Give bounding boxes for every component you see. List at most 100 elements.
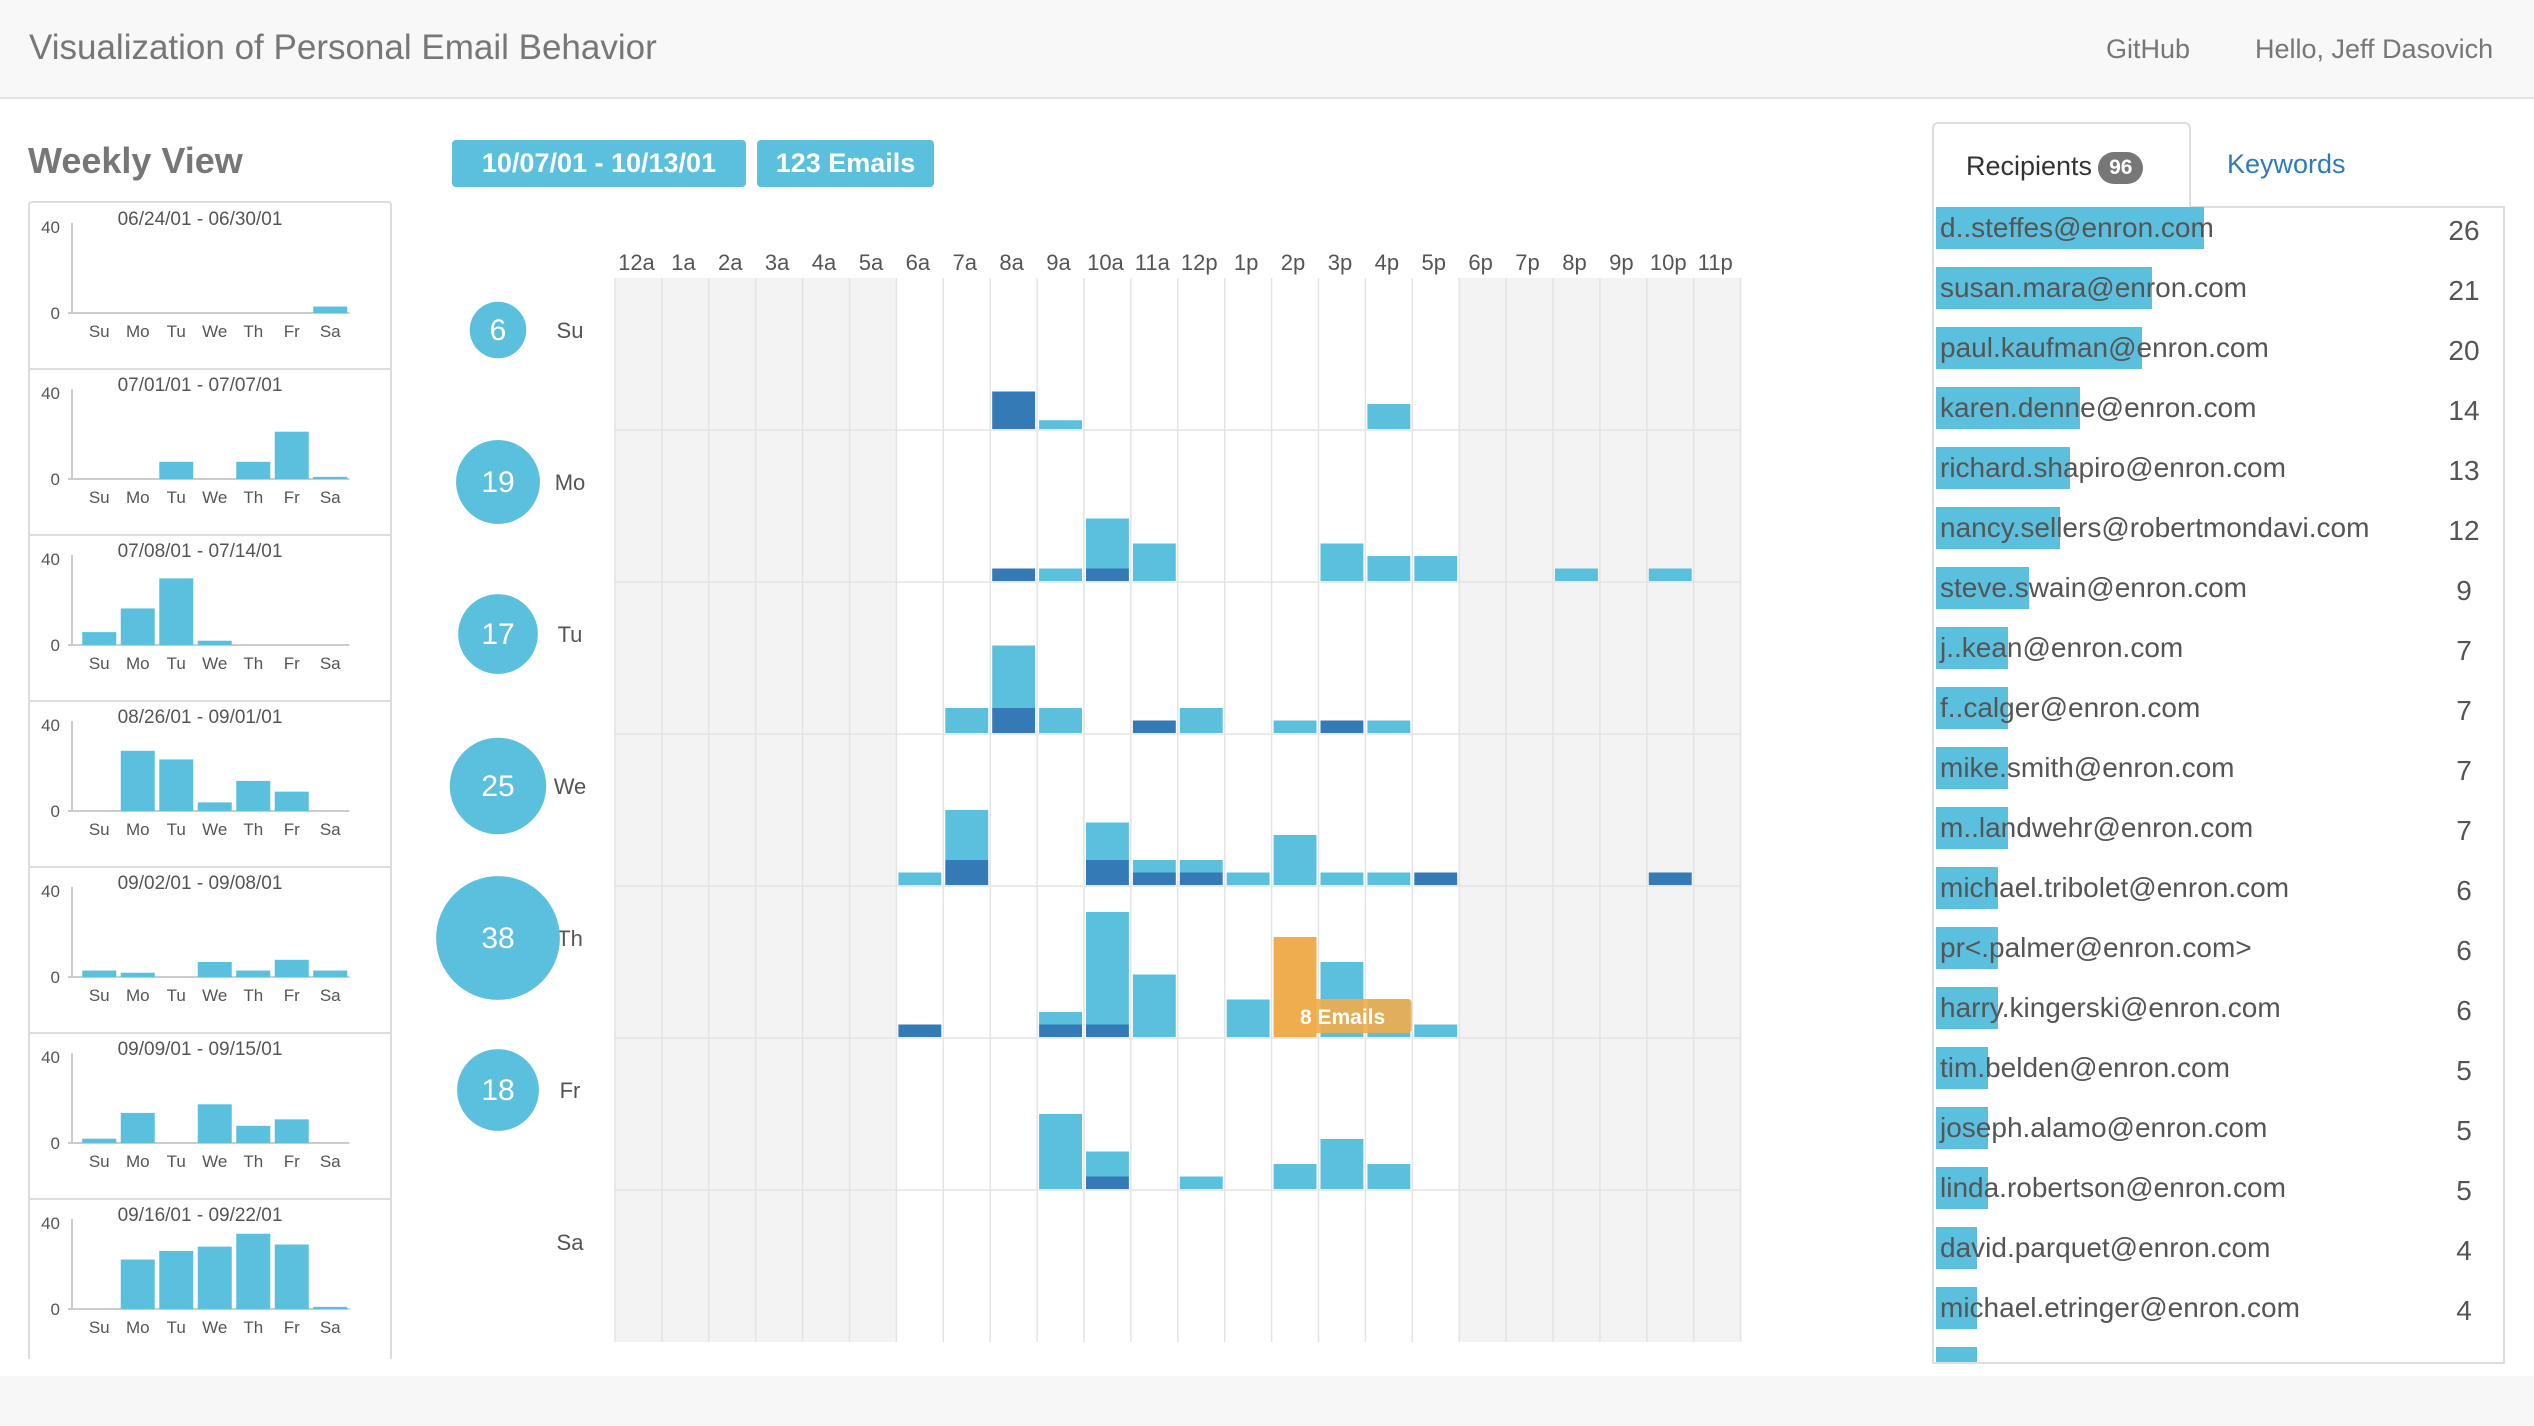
week-day-bar[interactable]	[274, 1244, 309, 1310]
week-day-bar[interactable]	[120, 972, 155, 977]
recipient-row[interactable]	[1934, 1347, 2503, 1362]
received-bar[interactable]	[1132, 974, 1176, 1038]
sent-bar[interactable]	[1086, 860, 1129, 885]
received-bar[interactable]	[1039, 708, 1082, 733]
sent-bar[interactable]	[1086, 1024, 1129, 1038]
sent-bar[interactable]	[992, 708, 1036, 733]
week-day-bar[interactable]	[236, 780, 271, 811]
received-bar[interactable]	[1367, 1164, 1411, 1189]
received-bar[interactable]	[1320, 543, 1364, 582]
week-day-bar[interactable]	[82, 1138, 117, 1143]
sent-bar[interactable]	[1132, 872, 1176, 886]
week-day-bar[interactable]	[313, 1306, 348, 1309]
day-total-circle[interactable]	[458, 594, 538, 674]
week-day-bar[interactable]	[120, 1259, 155, 1309]
received-bar[interactable]	[1226, 999, 1270, 1038]
week-day-bar[interactable]	[313, 476, 348, 479]
recipient-row[interactable]: steve.swain@enron.com 9	[1934, 567, 2503, 609]
received-bar[interactable]	[1320, 1139, 1364, 1189]
received-bar[interactable]	[945, 810, 989, 860]
sent-bar[interactable]	[1320, 720, 1364, 734]
week-card[interactable]: 09/09/01 - 09/15/01 40 0 Su Mo Tu We Th Fr Sa	[30, 1032, 392, 1171]
received-bar[interactable]	[1039, 1114, 1082, 1189]
received-bar[interactable]	[1273, 1164, 1317, 1189]
week-card[interactable]: 06/24/01 - 06/30/01 40 0 Su Mo Tu We Th Fr Sa	[41, 209, 350, 341]
received-bar[interactable]	[1367, 556, 1411, 581]
recipient-row[interactable]: f..calger@enron.com 7	[1934, 687, 2503, 729]
received-bar[interactable]	[1648, 568, 1692, 582]
tab-keywords[interactable]: Keywords	[2227, 149, 2346, 179]
sent-bar[interactable]	[1648, 872, 1692, 886]
sent-bar[interactable]	[1132, 720, 1176, 734]
received-bar[interactable]	[992, 645, 1036, 709]
week-day-bar[interactable]	[82, 970, 117, 977]
sent-bar[interactable]	[992, 391, 1036, 430]
week-card[interactable]: 07/01/01 - 07/07/01 40 0 Su Mo Tu We Th Fr Sa	[30, 368, 392, 507]
received-bar[interactable]	[1086, 518, 1129, 569]
week-day-bar[interactable]	[197, 1104, 232, 1143]
received-bar[interactable]	[1367, 404, 1411, 429]
week-card[interactable]: 09/16/01 - 09/22/01 40 0 Su Mo Tu We Th Fr Sa	[30, 1198, 392, 1337]
sent-bar[interactable]	[992, 568, 1036, 582]
week-day-bar[interactable]	[274, 1119, 309, 1143]
day-total-circle[interactable]	[457, 1049, 539, 1131]
received-bar[interactable]	[1414, 556, 1458, 581]
sent-bar[interactable]	[1039, 1024, 1082, 1038]
received-bar[interactable]	[1179, 708, 1223, 733]
received-bar[interactable]	[1132, 543, 1176, 582]
recipient-row[interactable]: pr<.palmer@enron.com> 6	[1934, 927, 2503, 969]
week-day-bar[interactable]	[274, 791, 309, 811]
week-day-bar[interactable]	[159, 759, 194, 811]
week-day-bar[interactable]	[197, 961, 232, 977]
received-bar[interactable]	[1039, 568, 1082, 582]
hourly-heatmap[interactable]: 12a 1a 2a 3a 4a 5a 6a 7a 8a 9a 10a 11a 12p 1p 2p 3p 4p 5p…	[420, 240, 1750, 1350]
day-total-circle[interactable]	[436, 876, 560, 1000]
week-day-bar[interactable]	[120, 608, 155, 645]
received-bar[interactable]	[945, 708, 989, 733]
week-card[interactable]: 07/08/01 - 07/14/01 40 0 Su Mo Tu We Th Fr Sa	[30, 534, 392, 673]
recipient-row[interactable]: m..landwehr@enron.com 7	[1934, 807, 2503, 849]
sent-bar[interactable]	[1086, 568, 1129, 582]
week-day-bar[interactable]	[82, 632, 117, 645]
day-total-circle[interactable]	[456, 440, 540, 524]
app-title[interactable]: Visualization of Personal Email Behavior	[29, 28, 657, 67]
recipient-row[interactable]: nancy.sellers@robertmondavi.com 12	[1934, 507, 2503, 549]
recipient-row[interactable]: karen.denne@enron.com 14	[1934, 387, 2503, 429]
recipient-row[interactable]: richard.shapiro@enron.com 13	[1934, 447, 2503, 489]
recipients-list[interactable]: d..steffes@enron.com 26 susan.mara@enron.c…	[1932, 206, 2505, 1364]
received-bar[interactable]	[1086, 822, 1129, 861]
sent-bar[interactable]	[945, 860, 989, 885]
received-bar[interactable]	[1320, 872, 1364, 886]
tab-recipients[interactable]: Recipients 96	[1932, 122, 2191, 208]
week-day-bar[interactable]	[120, 750, 155, 811]
recipient-row[interactable]: harry.kingerski@enron.com 6	[1934, 987, 2503, 1029]
day-total-circle[interactable]	[469, 301, 527, 359]
received-bar[interactable]	[1367, 720, 1411, 734]
received-bar[interactable]	[1555, 568, 1598, 582]
sent-bar[interactable]	[1086, 1176, 1129, 1190]
received-bar[interactable]	[1367, 872, 1411, 886]
week-day-bar[interactable]	[197, 802, 232, 811]
sent-bar[interactable]	[898, 1024, 942, 1038]
user-greeting[interactable]: Hello, Jeff Dasovich	[2255, 34, 2494, 64]
received-bar[interactable]	[1132, 860, 1176, 873]
week-day-bar[interactable]	[120, 1112, 155, 1143]
week-day-bar[interactable]	[236, 461, 271, 479]
sent-bar[interactable]	[1414, 872, 1458, 886]
week-day-bar[interactable]	[159, 1250, 194, 1309]
week-day-bar[interactable]	[313, 970, 348, 977]
received-bar[interactable]	[1273, 835, 1317, 885]
github-link[interactable]: GitHub	[2106, 34, 2191, 64]
received-bar[interactable]	[1226, 872, 1270, 886]
received-bar[interactable]	[1039, 1012, 1082, 1025]
weekly-list[interactable]: 06/24/01 - 06/30/01 40 0 Su Mo Tu We Th Fr Sa 07/0…	[28, 201, 392, 1359]
week-card[interactable]: 09/02/01 - 09/08/01 40 0 Su Mo Tu We Th Fr Sa	[30, 866, 392, 1005]
received-bar[interactable]	[898, 872, 942, 886]
day-total-circle[interactable]	[449, 737, 547, 835]
received-bar[interactable]	[1086, 912, 1129, 1025]
recipient-row[interactable]: d..steffes@enron.com 26	[1934, 207, 2503, 249]
week-day-bar[interactable]	[197, 640, 232, 645]
week-day-bar[interactable]	[236, 970, 271, 977]
week-day-bar[interactable]	[197, 1246, 232, 1309]
